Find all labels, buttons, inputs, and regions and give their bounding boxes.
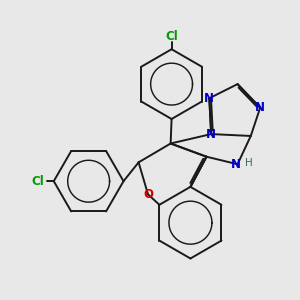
- Text: N: N: [231, 158, 241, 171]
- Text: N: N: [204, 92, 214, 105]
- Text: N: N: [255, 101, 265, 114]
- Text: N: N: [206, 128, 216, 141]
- Text: H: H: [244, 158, 252, 168]
- Text: Cl: Cl: [31, 175, 44, 188]
- Text: O: O: [143, 188, 153, 201]
- Text: Cl: Cl: [165, 30, 178, 43]
